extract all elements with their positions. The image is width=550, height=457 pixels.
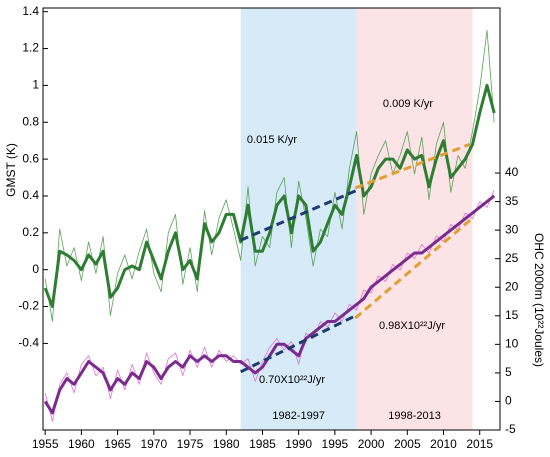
y-tick-label: 1.2 xyxy=(22,41,39,55)
y-tick-label: -0.4 xyxy=(18,336,39,350)
annotation: 0.70X10²²J/yr xyxy=(259,374,325,386)
region-label: 1998-2013 xyxy=(388,410,441,422)
x-tick-label: 1975 xyxy=(177,437,204,451)
annotation: 0.009 K/yr xyxy=(383,98,433,110)
x-tick-label: 2010 xyxy=(430,437,457,451)
x-tick-label: 2015 xyxy=(466,437,493,451)
x-tick-label: 1955 xyxy=(32,437,59,451)
x-tick-label: 1965 xyxy=(104,437,131,451)
trend-line xyxy=(240,313,358,374)
trend-line xyxy=(354,142,471,190)
series-line xyxy=(43,194,496,415)
x-tick-label: 1995 xyxy=(322,437,349,451)
series-line xyxy=(43,83,496,308)
y-tick-label: 0.8 xyxy=(22,114,39,128)
y2-tick-label: 40 xyxy=(505,165,519,179)
plot-frame xyxy=(42,7,501,431)
y2-tick-label: 35 xyxy=(505,194,519,208)
x-tick-label: 1990 xyxy=(285,437,312,451)
y-tick-label: 0.4 xyxy=(22,188,39,202)
y-tick-label: 1.4 xyxy=(22,4,39,18)
series-line xyxy=(44,29,495,322)
y-tick-label: -0.2 xyxy=(18,299,39,313)
x-tick-label: 1960 xyxy=(68,437,95,451)
y2-tick-label: 15 xyxy=(505,308,519,322)
y-axis-label: GMST (K) xyxy=(4,143,18,197)
x-tick-label: 1980 xyxy=(213,437,240,451)
series-line xyxy=(44,190,495,422)
y-tick-label: 1 xyxy=(32,78,39,92)
region-label: 1982-1997 xyxy=(272,410,325,422)
y-tick-label: 0 xyxy=(32,262,39,276)
region xyxy=(356,8,473,430)
x-tick-label: 1985 xyxy=(249,437,276,451)
y2-axis-label: OHC 2000m (10²²Joules) xyxy=(532,233,546,367)
y2-tick-label: -5 xyxy=(505,422,516,436)
trend-line xyxy=(240,189,358,242)
annotation: 0.98X10²²J/yr xyxy=(379,320,445,332)
y-tick-label: 0.6 xyxy=(22,151,39,165)
x-tick-label: 1970 xyxy=(140,437,167,451)
annotation: 0.015 K/yr xyxy=(247,134,297,146)
y2-tick-label: 0 xyxy=(505,394,512,408)
x-tick-label: 2000 xyxy=(358,437,385,451)
region xyxy=(240,8,357,430)
y2-tick-label: 5 xyxy=(505,365,512,379)
x-tick-label: 2005 xyxy=(394,437,421,451)
y2-tick-label: 20 xyxy=(505,279,519,293)
y2-tick-label: 30 xyxy=(505,222,519,236)
y2-tick-label: 25 xyxy=(505,251,519,265)
y2-tick-label: 10 xyxy=(505,337,519,351)
y-tick-label: 0.2 xyxy=(22,225,39,239)
